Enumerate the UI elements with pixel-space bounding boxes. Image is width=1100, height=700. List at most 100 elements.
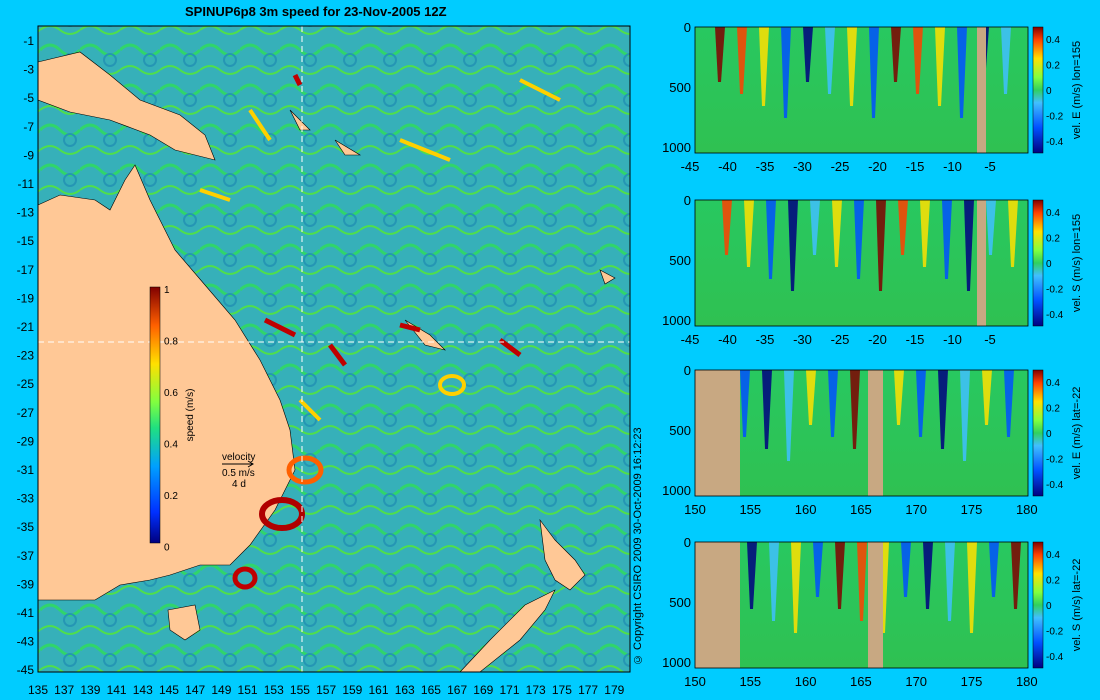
section-x-tick-label: -30 [793,332,812,347]
velocity-jet [744,200,754,267]
velocity-jet [806,370,816,425]
section-x-tick-label: -45 [681,332,700,347]
section-x-tick-label: -10 [943,332,962,347]
velocity-jet [942,200,952,279]
depth-tick-label: 500 [669,423,691,438]
depth-tick-label: 0 [684,535,691,550]
longitude-tick-label: 155 [290,683,310,697]
latitude-tick-label: -31 [17,463,35,477]
section-land [977,27,986,153]
velocity-jet [1011,542,1021,609]
longitude-tick-label: 165 [421,683,441,697]
velocity-jet [901,542,911,597]
section-vel-e-lat-22: 0 500 1000 150 155 160 165 170 175 180 0.4 0.2 0 -0.2… [662,363,1083,517]
velocity-jet [964,200,974,291]
section-label: vel. E (m/s) lon=155 [1071,41,1083,139]
latitude-tick-label: -1 [23,34,34,48]
section-x-tick-label: 170 [905,502,927,517]
section-x-tick-label: -25 [831,332,850,347]
section-x-tick-label: -35 [756,332,775,347]
velocity-jet [1004,370,1014,437]
section-x-tick-label: 180 [1016,502,1038,517]
speed-colorbar [149,286,161,544]
depth-tick-label: 500 [669,595,691,610]
velocity-jet [876,200,886,291]
section-x-tick-label: -15 [906,332,925,347]
depth-tick-label: 1000 [662,483,691,498]
section-x-tick-label: 175 [961,674,983,689]
velocity-jet [945,542,955,621]
longitude-ticks: 135 137 139 141 143 145 147 149 151 153 155 157 159 1… [28,683,625,697]
velocity-jet [854,200,864,279]
velocity-jet [967,542,977,633]
latitude-tick-label: -21 [17,320,35,334]
velocity-jet [769,542,779,621]
latitude-tick-label: -39 [17,577,35,591]
longitude-tick-label: 161 [369,683,389,697]
section-colorbar-tick: 0.4 [1046,35,1060,46]
velocity-jet [989,542,999,597]
longitude-tick-label: 141 [107,683,127,697]
latitude-tick-label: -33 [17,492,35,506]
velocity-sections: 0 500 1000 -45 -40 -35 -30 -25 -20 -15 -10 -5 0.4 0.2… [662,20,1083,689]
section-x-tick-label: -15 [906,159,925,174]
colorbar-tick-label: 0.2 [164,491,178,502]
section-colorbar-tick: 0.2 [1046,61,1060,72]
section-colorbar [1032,26,1044,154]
section-x-tick-label: -40 [718,159,737,174]
velocity-jet [857,542,867,621]
latitude-tick-label: -3 [23,63,34,77]
velocity-jet [747,542,757,609]
section-colorbar-tick: -0.4 [1046,137,1064,148]
velocity-jet [813,542,823,597]
velocity-jet [960,370,970,461]
section-colorbar-tick: -0.4 [1046,652,1064,663]
eddy [438,374,466,396]
land-new-zealand [539,518,586,591]
depth-tick-label: 500 [669,80,691,95]
latitude-ticks: -1 -3 -5 -7 -9 -11 -13 -15 -17 -19 -21 -23 -25 -27 -29… [17,34,35,677]
longitude-tick-label: 157 [316,683,336,697]
longitude-tick-label: 135 [28,683,48,697]
latitude-tick-label: -23 [17,349,35,363]
longitude-tick-label: 173 [526,683,546,697]
latitude-tick-label: -15 [17,234,35,248]
section-x-tick-label: 160 [795,674,817,689]
velocity-jet [916,370,926,437]
latitude-tick-label: -7 [23,120,34,134]
section-x-tick-label: -20 [868,332,887,347]
velocity-jet [913,27,923,94]
longitude-tick-label: 145 [159,683,179,697]
latitude-tick-label: -37 [17,549,35,563]
velocity-jet [832,200,842,267]
section-colorbar [1032,541,1044,669]
longitude-tick-label: 163 [395,683,415,697]
section-vel-e-lon155: 0 500 1000 -45 -40 -35 -30 -25 -20 -15 -10 -5 0.4 0.2… [662,20,1083,174]
latitude-tick-label: -13 [17,206,35,220]
latitude-tick-label: -9 [23,148,34,162]
section-colorbar-tick: 0.2 [1046,404,1060,415]
speed-map: 1 0.8 0.6 0.4 0.2 0 speed (m/s) velocity 0.5 … [17,25,631,697]
velocity-jet [722,200,732,255]
velocity-jet [920,200,930,267]
latitude-tick-label: -11 [18,177,35,191]
longitude-tick-label: 143 [133,683,153,697]
section-colorbar-tick: 0.2 [1046,234,1060,245]
section-x-tick-label: -5 [984,332,996,347]
velocity-jet [737,27,747,94]
velocity-key-speed: 0.5 m/s [222,468,255,479]
latitude-tick-label: -5 [23,91,34,105]
section-colorbar-tick: -0.2 [1046,627,1064,638]
velocity-jet [869,27,879,118]
eddy [232,566,258,590]
latitude-tick-label: -43 [17,635,35,649]
section-colorbar-tick: -0.2 [1046,285,1064,296]
velocity-key-title: velocity [222,452,255,463]
velocity-jet [788,200,798,291]
section-colorbar-tick: 0 [1046,429,1052,440]
section-x-tick-label: 170 [905,674,927,689]
longitude-tick-label: 179 [604,683,624,697]
section-label: vel. E (m/s) lat=-22 [1071,387,1083,480]
depth-tick-label: 0 [684,193,691,208]
longitude-tick-label: 149 [211,683,231,697]
